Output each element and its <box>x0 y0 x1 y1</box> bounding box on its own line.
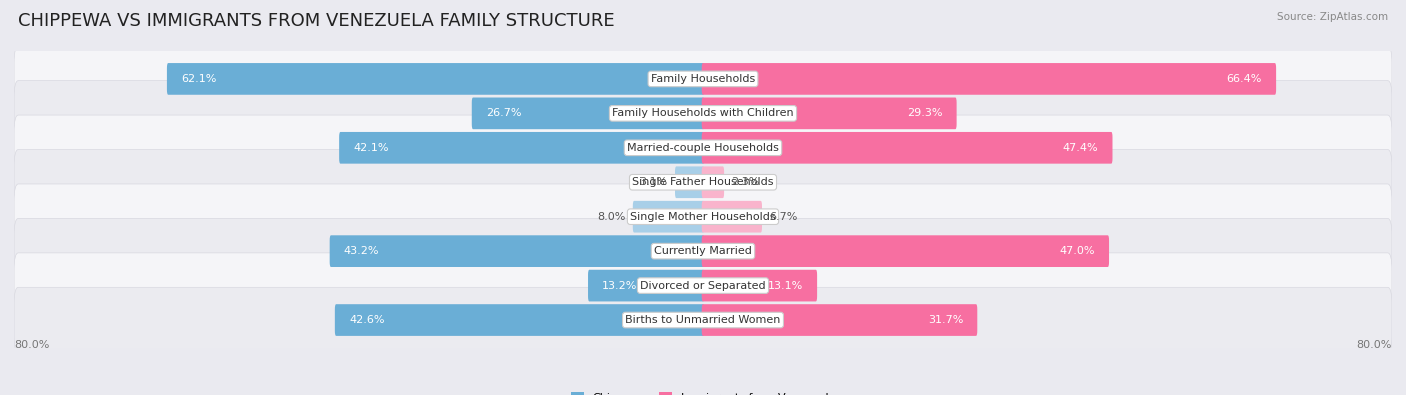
Text: 43.2%: 43.2% <box>344 246 380 256</box>
Text: 26.7%: 26.7% <box>486 108 522 118</box>
Text: 2.3%: 2.3% <box>731 177 759 187</box>
Text: 8.0%: 8.0% <box>598 212 626 222</box>
FancyBboxPatch shape <box>14 218 1392 284</box>
FancyBboxPatch shape <box>702 304 977 336</box>
FancyBboxPatch shape <box>702 166 724 198</box>
Text: Single Father Households: Single Father Households <box>633 177 773 187</box>
Text: Single Mother Households: Single Mother Households <box>630 212 776 222</box>
FancyBboxPatch shape <box>339 132 704 164</box>
Text: 80.0%: 80.0% <box>14 340 49 350</box>
Text: 80.0%: 80.0% <box>1357 340 1392 350</box>
Text: 13.1%: 13.1% <box>768 280 803 291</box>
Text: Family Households: Family Households <box>651 74 755 84</box>
FancyBboxPatch shape <box>588 270 704 301</box>
FancyBboxPatch shape <box>14 81 1392 146</box>
Text: 47.0%: 47.0% <box>1059 246 1095 256</box>
Text: Currently Married: Currently Married <box>654 246 752 256</box>
Text: 66.4%: 66.4% <box>1226 74 1263 84</box>
FancyBboxPatch shape <box>472 98 704 129</box>
FancyBboxPatch shape <box>167 63 704 95</box>
FancyBboxPatch shape <box>675 166 704 198</box>
FancyBboxPatch shape <box>702 132 1112 164</box>
FancyBboxPatch shape <box>14 287 1392 353</box>
Text: Births to Unmarried Women: Births to Unmarried Women <box>626 315 780 325</box>
Text: Family Households with Children: Family Households with Children <box>612 108 794 118</box>
FancyBboxPatch shape <box>14 150 1392 215</box>
FancyBboxPatch shape <box>335 304 704 336</box>
Text: 47.4%: 47.4% <box>1063 143 1098 153</box>
FancyBboxPatch shape <box>702 98 956 129</box>
Text: 29.3%: 29.3% <box>907 108 942 118</box>
FancyBboxPatch shape <box>14 46 1392 112</box>
FancyBboxPatch shape <box>702 201 762 233</box>
Text: 62.1%: 62.1% <box>181 74 217 84</box>
Text: 6.7%: 6.7% <box>769 212 797 222</box>
FancyBboxPatch shape <box>14 115 1392 181</box>
FancyBboxPatch shape <box>702 235 1109 267</box>
FancyBboxPatch shape <box>14 184 1392 249</box>
Text: 42.1%: 42.1% <box>353 143 389 153</box>
Text: 3.1%: 3.1% <box>640 177 668 187</box>
Text: 31.7%: 31.7% <box>928 315 963 325</box>
Text: Married-couple Households: Married-couple Households <box>627 143 779 153</box>
Text: 13.2%: 13.2% <box>602 280 637 291</box>
FancyBboxPatch shape <box>702 270 817 301</box>
Text: 42.6%: 42.6% <box>349 315 385 325</box>
Legend: Chippewa, Immigrants from Venezuela: Chippewa, Immigrants from Venezuela <box>567 388 839 395</box>
Text: CHIPPEWA VS IMMIGRANTS FROM VENEZUELA FAMILY STRUCTURE: CHIPPEWA VS IMMIGRANTS FROM VENEZUELA FA… <box>18 12 614 30</box>
FancyBboxPatch shape <box>14 253 1392 318</box>
FancyBboxPatch shape <box>633 201 704 233</box>
FancyBboxPatch shape <box>702 63 1277 95</box>
Text: Source: ZipAtlas.com: Source: ZipAtlas.com <box>1277 12 1388 22</box>
FancyBboxPatch shape <box>329 235 704 267</box>
Text: Divorced or Separated: Divorced or Separated <box>640 280 766 291</box>
